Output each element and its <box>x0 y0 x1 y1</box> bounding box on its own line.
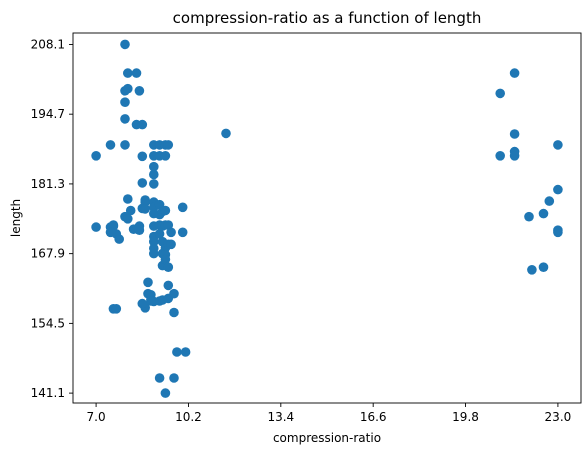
data-point <box>160 254 171 265</box>
data-point <box>154 373 165 383</box>
data-point <box>169 288 179 299</box>
data-point <box>160 205 171 216</box>
data-point <box>169 373 179 383</box>
data-point <box>105 227 116 238</box>
data-point <box>137 119 148 130</box>
plot-frame <box>72 32 582 404</box>
data-point <box>149 248 159 259</box>
points-layer <box>91 39 563 398</box>
ticks-layer: 7.0 10.2 13.4 16.6 19.8 23.0 141.1 154.5 167.9 18… <box>31 37 572 424</box>
x-tick-label: 19.8 <box>452 410 479 424</box>
data-point <box>91 222 101 232</box>
data-point <box>149 169 159 180</box>
x-tick-label: 16.6 <box>360 410 387 424</box>
x-axis-label: compression-ratio <box>273 431 381 445</box>
data-point <box>177 227 188 238</box>
data-point <box>221 128 231 139</box>
data-point <box>495 151 506 161</box>
data-point <box>509 129 520 139</box>
data-point <box>120 114 130 124</box>
x-tick-label: 13.4 <box>267 410 294 424</box>
y-tick-label: 208.1 <box>31 37 65 51</box>
data-point <box>527 265 537 275</box>
data-point <box>172 347 182 357</box>
x-tick-label: 23.0 <box>545 410 572 424</box>
data-point <box>524 211 534 222</box>
data-point <box>134 225 145 235</box>
data-point <box>137 151 148 162</box>
data-point <box>180 347 191 357</box>
data-point <box>553 184 563 195</box>
y-tick-label: 167.9 <box>31 247 65 261</box>
chart-title: compression-ratio as a function of lengt… <box>173 9 482 27</box>
data-point <box>120 39 130 50</box>
data-point <box>125 205 136 216</box>
x-tick-label: 10.2 <box>175 410 202 424</box>
x-tick-label: 7.0 <box>87 410 106 424</box>
data-point <box>123 83 133 94</box>
y-tick-label: 141.1 <box>31 386 65 400</box>
data-point <box>160 388 171 398</box>
data-point <box>123 214 133 224</box>
data-point <box>538 208 549 219</box>
data-point <box>553 140 563 150</box>
data-point <box>140 204 150 214</box>
data-point <box>137 178 148 188</box>
data-point <box>137 298 148 309</box>
data-point <box>149 161 159 172</box>
data-point <box>111 304 122 314</box>
data-point <box>163 220 174 230</box>
data-point <box>169 307 179 318</box>
data-point <box>123 194 133 204</box>
data-point <box>163 280 174 291</box>
data-point <box>495 88 506 99</box>
y-tick-label: 154.5 <box>31 316 65 330</box>
data-point <box>166 227 176 238</box>
data-point <box>160 151 171 161</box>
y-tick-label: 194.7 <box>31 107 65 121</box>
data-point <box>120 97 130 107</box>
data-point <box>91 151 101 161</box>
data-point <box>538 262 549 273</box>
data-point <box>123 68 133 78</box>
data-point <box>120 140 130 150</box>
data-point <box>149 179 159 189</box>
data-point <box>105 140 116 150</box>
data-point <box>166 239 176 250</box>
data-point <box>143 277 153 288</box>
y-axis-label: length <box>9 199 23 237</box>
data-point <box>177 202 188 213</box>
data-point <box>509 151 520 161</box>
data-point <box>544 196 555 206</box>
data-point <box>553 227 563 238</box>
data-point <box>146 296 156 306</box>
data-point <box>149 236 159 247</box>
data-point <box>114 234 124 244</box>
data-point <box>140 197 150 207</box>
data-point <box>134 86 145 96</box>
y-tick-label: 181.3 <box>31 177 65 191</box>
data-point <box>163 262 174 273</box>
data-point <box>163 140 174 150</box>
data-point <box>154 229 165 239</box>
data-point <box>509 68 520 78</box>
data-point <box>131 68 142 78</box>
